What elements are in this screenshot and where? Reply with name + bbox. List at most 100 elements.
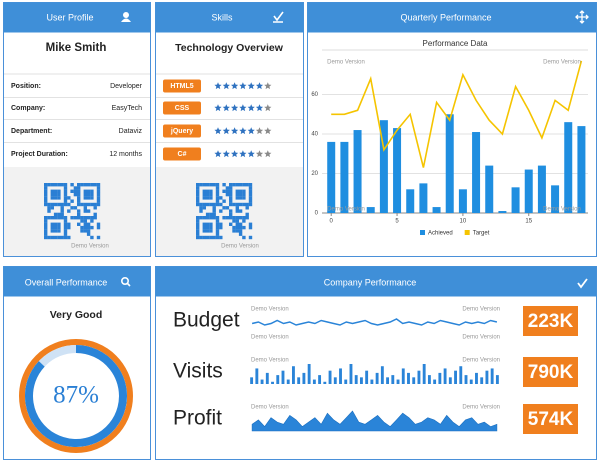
qr-cell <box>235 183 239 187</box>
qr-cell <box>209 235 213 240</box>
bar <box>432 207 441 213</box>
spark-bar <box>448 377 452 384</box>
spark-bar <box>412 377 416 384</box>
bar <box>551 185 560 213</box>
qr-cell <box>229 189 233 193</box>
qr-cell <box>232 183 236 187</box>
watermark: Demo Version <box>462 358 500 364</box>
qr-cell <box>53 235 58 240</box>
qr-cell <box>248 196 253 200</box>
check-icon <box>577 278 588 289</box>
quarterly-title: Quarterly Performance <box>400 12 491 22</box>
qr-cell <box>83 189 87 193</box>
qr-cell <box>215 196 220 200</box>
qr-cell <box>50 202 54 207</box>
qr-cell <box>229 212 233 217</box>
qr-cell <box>199 202 203 207</box>
qr-cell <box>86 216 91 220</box>
bar <box>537 165 546 213</box>
qr-cell <box>53 202 58 207</box>
star-filled <box>255 104 264 112</box>
qr-cell <box>222 216 226 220</box>
spark-bar <box>396 379 400 384</box>
qr-cell <box>219 225 223 230</box>
qr-cell <box>212 209 216 213</box>
qr-cell <box>232 229 236 233</box>
qr-cell <box>67 225 71 230</box>
qr-cell <box>238 196 243 200</box>
watermark: Demo Version <box>71 244 109 250</box>
x-tick-label: 0 <box>330 219 334 225</box>
qr-cell <box>53 196 58 200</box>
qr-cell <box>245 202 249 207</box>
qr-cell <box>83 222 87 226</box>
y-tick-label: 40 <box>311 132 318 138</box>
bar <box>393 128 402 213</box>
qr-cell <box>209 196 213 200</box>
spark-bar <box>349 364 353 384</box>
spark-bar <box>307 364 311 384</box>
qr-cell <box>222 189 226 193</box>
qr-cell <box>219 209 223 213</box>
spark-bar <box>422 364 426 384</box>
skills-title: Skills <box>211 12 233 22</box>
gauge-arc <box>25 345 127 447</box>
qr-cell <box>86 222 91 226</box>
chart-title: Performance Data <box>423 39 488 48</box>
qr-cell <box>205 222 210 226</box>
qr-cell <box>196 192 200 197</box>
qr-cell <box>83 183 87 187</box>
watermark: Demo Version <box>251 358 289 364</box>
qr-cell <box>209 192 213 197</box>
x-tick-label: 5 <box>395 219 399 225</box>
star-filled <box>247 150 255 158</box>
qr-cell <box>215 202 220 207</box>
qr-cell <box>63 189 68 193</box>
field-label: Company: <box>11 105 45 112</box>
qr-cell <box>70 199 74 203</box>
qr-cell <box>83 209 87 213</box>
qr-cell <box>245 216 249 220</box>
qr-cell <box>238 222 243 226</box>
qr-cell <box>215 222 220 226</box>
qr-cell <box>202 202 206 207</box>
watermark: Demo Version <box>327 60 365 66</box>
qr-cell <box>60 202 64 207</box>
qr-cell <box>83 202 87 207</box>
spark-area <box>251 410 498 432</box>
spark-bar <box>271 381 274 384</box>
qr-cell <box>60 206 64 210</box>
qr-cell <box>57 229 61 233</box>
qr-cell <box>219 196 223 200</box>
qr-cell <box>50 235 54 240</box>
star-empty <box>255 127 264 135</box>
qr-cell <box>60 209 64 213</box>
qr-cell <box>80 229 84 233</box>
qr-cell <box>202 189 206 193</box>
star-filled <box>239 150 247 158</box>
qr-cell <box>80 183 84 187</box>
spark-bar <box>250 377 254 384</box>
qr-cell <box>57 225 61 230</box>
qr-cell <box>229 216 233 220</box>
qr-cell <box>77 186 81 190</box>
qr-cell <box>96 222 101 226</box>
qr-cell <box>209 225 213 230</box>
qr-cell <box>67 209 71 213</box>
qr-cell <box>225 206 230 210</box>
qr-cell <box>219 235 223 240</box>
spark-bar <box>464 375 468 384</box>
watermark: Demo Version <box>221 244 259 250</box>
spark-bar <box>312 379 316 384</box>
qr-cell <box>248 189 253 193</box>
qr-cell <box>60 235 64 240</box>
qr-cell <box>248 183 253 187</box>
spark-bar <box>292 366 295 384</box>
qr-cell <box>205 202 210 207</box>
quarterly-header <box>307 2 597 33</box>
watermark: Demo Version <box>543 60 581 66</box>
spark-bar <box>459 366 463 384</box>
qr-cell <box>77 196 81 200</box>
skill-badge <box>163 124 201 138</box>
qr-cell <box>44 186 48 190</box>
